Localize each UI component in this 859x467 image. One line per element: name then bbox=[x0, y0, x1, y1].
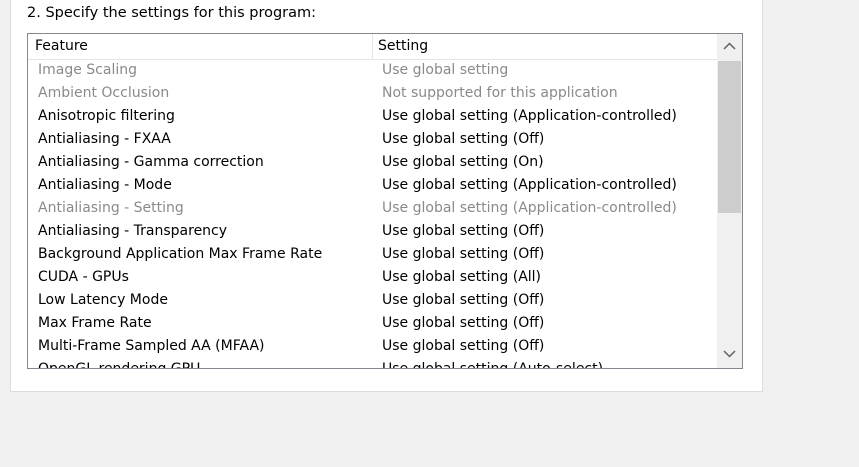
setting-value: Use global setting (Application-controll… bbox=[382, 200, 677, 216]
setting-value: Use global setting (Off) bbox=[382, 246, 545, 262]
setting-row[interactable]: Max Frame Rate Use global setting (Off) bbox=[28, 313, 717, 336]
setting-value: Use global setting (Off) bbox=[382, 131, 545, 147]
setting-value: Use global setting (Application-controll… bbox=[382, 108, 677, 124]
setting-row: Image Scaling Use global setting bbox=[28, 60, 717, 83]
setting-value: Use global setting (Application-controll… bbox=[382, 177, 677, 193]
setting-row[interactable]: Background Application Max Frame Rate Use… bbox=[28, 244, 717, 267]
setting-value: Use global setting (Off) bbox=[382, 315, 545, 331]
setting-value: Use global setting (Off) bbox=[382, 223, 545, 239]
setting-value: Use global setting (Off) bbox=[382, 292, 545, 308]
section-heading: 2. Specify the settings for this program… bbox=[27, 5, 317, 21]
setting-row[interactable]: Antialiasing - Mode Use global setting (A… bbox=[28, 175, 717, 198]
feature-name: Antialiasing - FXAA bbox=[38, 131, 171, 147]
setting-row[interactable]: Anisotropic filtering Use global setting … bbox=[28, 106, 717, 129]
settings-list[interactable]: Feature Setting Image Scaling Use global … bbox=[27, 33, 743, 369]
setting-value: Not supported for this application bbox=[382, 85, 618, 101]
setting-row[interactable]: CUDA - GPUs Use global setting (All) bbox=[28, 267, 717, 290]
list-header: Feature Setting bbox=[28, 34, 717, 60]
column-header[interactable]: Feature bbox=[35, 38, 88, 54]
setting-value: Use global setting bbox=[382, 62, 509, 78]
setting-row[interactable]: OpenGL rendering GPU Use global setting (… bbox=[28, 359, 717, 369]
setting-value: Use global setting (On) bbox=[382, 154, 544, 170]
feature-name: Multi-Frame Sampled AA (MFAA) bbox=[38, 338, 265, 354]
setting-row[interactable]: Low Latency Mode Use global setting (Off) bbox=[28, 290, 717, 313]
scroll-down[interactable] bbox=[723, 350, 736, 358]
feature-name: Anisotropic filtering bbox=[38, 108, 175, 124]
feature-name: Low Latency Mode bbox=[38, 292, 168, 308]
feature-name: Antialiasing - Transparency bbox=[38, 223, 228, 239]
setting-row[interactable]: Multi-Frame Sampled AA (MFAA) Use global … bbox=[28, 336, 717, 359]
feature-name: CUDA - GPUs bbox=[38, 269, 129, 285]
feature-name: OpenGL rendering GPU bbox=[38, 361, 201, 369]
scrollbar[interactable] bbox=[717, 34, 742, 368]
column-divider bbox=[372, 34, 373, 59]
feature-name: Antialiasing - Setting bbox=[38, 200, 184, 216]
setting-value: Use global setting (All) bbox=[382, 269, 542, 285]
setting-row[interactable]: Antialiasing - Gamma correction Use globa… bbox=[28, 152, 717, 175]
setting-row: Antialiasing - Setting Use global setting… bbox=[28, 198, 717, 221]
scroll-up[interactable] bbox=[723, 42, 736, 50]
feature-name: Ambient Occlusion bbox=[38, 85, 170, 101]
setting-value: Use global setting (Off) bbox=[382, 338, 545, 354]
scroll-thumb[interactable] bbox=[718, 61, 741, 213]
setting-row[interactable]: Antialiasing - Transparency Use global se… bbox=[28, 221, 717, 244]
feature-name: Antialiasing - Gamma correction bbox=[38, 154, 264, 170]
feature-name: Max Frame Rate bbox=[38, 315, 152, 331]
feature-name: Image Scaling bbox=[38, 62, 137, 78]
setting-row[interactable]: Antialiasing - FXAA Use global setting (O… bbox=[28, 129, 717, 152]
feature-name: Antialiasing - Mode bbox=[38, 177, 172, 193]
feature-name: Background Application Max Frame Rate bbox=[38, 246, 323, 262]
setting-row: Ambient Occlusion Not supported for this … bbox=[28, 83, 717, 106]
setting-value: Use global setting (Auto-select) bbox=[382, 361, 604, 369]
column-header[interactable]: Setting bbox=[378, 38, 429, 54]
